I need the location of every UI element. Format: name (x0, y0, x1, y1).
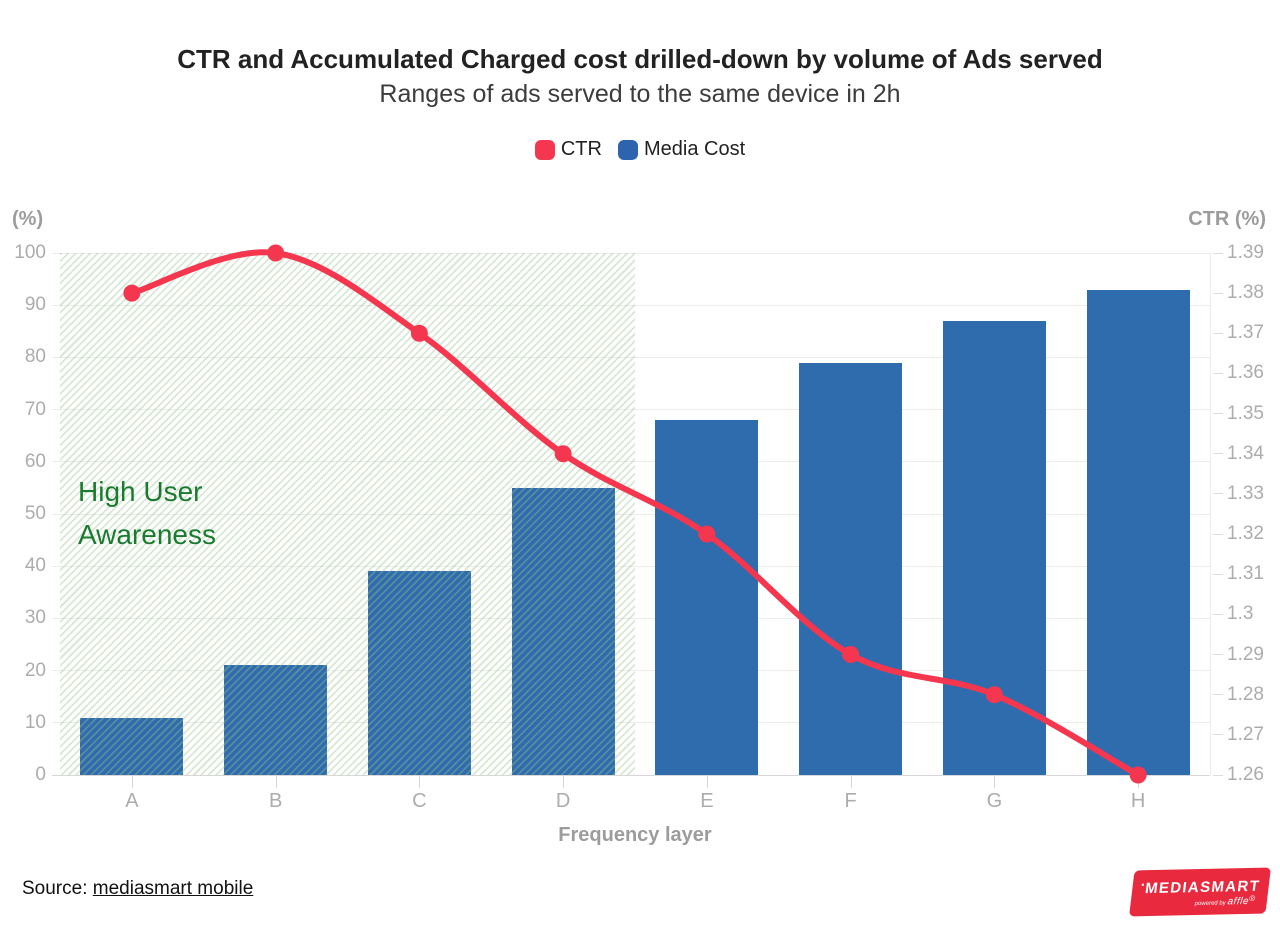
logo-subtext: powered by affle® (1194, 893, 1256, 908)
x-axis-tick (994, 776, 996, 788)
right-axis-tick-label: 1.29 (1227, 643, 1264, 665)
source-link[interactable]: mediasmart mobile (92, 878, 254, 899)
x-axis-tick (563, 776, 565, 788)
right-axis-tick (1213, 252, 1223, 254)
mediasmart-logo: ▪MEDIASMART powered by affle® (1129, 867, 1271, 917)
x-axis-tick (419, 776, 421, 788)
legend-item-media-cost: Media Cost (617, 138, 746, 161)
left-axis-tick-label: 80 (24, 346, 46, 368)
right-axis-tick-label: 1.34 (1227, 442, 1264, 464)
logo-affle-brand: affle (1226, 895, 1250, 907)
right-axis-tick-label: 1.27 (1227, 723, 1264, 745)
x-axis-tick (131, 776, 133, 788)
chart-subtitle: Ranges of ads served to the same device … (379, 80, 901, 108)
right-axis-tick (1213, 413, 1223, 415)
left-axis-tick-label: 20 (24, 659, 46, 681)
x-axis-category-label: B (268, 790, 283, 812)
right-axis-tick (1213, 613, 1223, 615)
right-axis-tick-label: 1.33 (1227, 482, 1264, 504)
left-axis-tick-label: 100 (14, 242, 46, 263)
legend: CTR Media Cost (0, 138, 1280, 161)
high-user-awareness-annotation: High User Awareness (78, 470, 216, 556)
right-axis-tick-label: 1.37 (1227, 322, 1264, 344)
left-axis-tick-label: 70 (24, 398, 46, 420)
x-axis-category-label: F (844, 790, 857, 812)
right-axis-tick (1213, 573, 1223, 575)
x-axis-category-label: G (986, 790, 1003, 812)
right-axis-tick-label: 1.28 (1227, 683, 1264, 705)
x-axis-category-label: D (555, 790, 571, 812)
x-axis-category-label: E (700, 790, 714, 812)
right-axis-tick (1213, 694, 1223, 696)
x-axis-title: Frequency layer (558, 824, 712, 846)
x-axis-category-label: A (125, 790, 139, 812)
right-axis-tick (1213, 533, 1223, 535)
left-axis-tick-label: 50 (24, 503, 46, 524)
x-axis-category-label: C (412, 790, 427, 812)
x-axis-tick (275, 776, 277, 788)
right-axis-tick-label: 1.36 (1227, 362, 1264, 384)
media-cost-bar (942, 320, 1046, 775)
media-cost-swatch-icon (617, 139, 638, 160)
ctr-swatch-icon (534, 139, 555, 160)
left-axis-tick-label: 40 (24, 555, 46, 577)
source-note: Source: mediasmart mobile (22, 878, 253, 900)
x-axis-tick (1138, 776, 1140, 788)
right-axis-tick-label: 1.38 (1227, 282, 1264, 304)
right-axis-tick (1213, 774, 1223, 776)
legend-item-ctr: CTR (534, 138, 602, 161)
right-axis-line (1210, 253, 1211, 775)
right-axis-tick (1213, 654, 1223, 656)
right-axis-title: CTR (%) (1188, 208, 1266, 230)
right-axis-tick-label: 1.3 (1227, 603, 1254, 625)
logo-registered-mark: ® (1248, 893, 1256, 903)
right-axis-tick (1213, 734, 1223, 736)
logo-powered-by: powered by (1194, 899, 1228, 907)
right-axis-tick (1213, 292, 1223, 294)
right-axis-tick-label: 1.31 (1227, 563, 1264, 585)
left-axis-tick-label: 60 (24, 450, 46, 472)
right-axis-tick-label: 1.32 (1227, 523, 1264, 545)
media-cost-bar (655, 420, 759, 775)
left-axis-tick-label: 0 (35, 764, 46, 785)
right-axis-tick (1213, 453, 1223, 455)
right-axis-tick (1213, 372, 1223, 374)
left-axis-tick-label: 10 (24, 711, 46, 733)
x-axis-category-label: H (1130, 790, 1146, 812)
legend-label-ctr: CTR (560, 138, 602, 160)
source-prefix: Source: (22, 878, 93, 899)
chart-title: CTR and Accumulated Charged cost drilled… (177, 44, 1103, 74)
media-cost-bar (1086, 289, 1190, 775)
right-axis-tick (1213, 332, 1223, 334)
x-axis-tick (850, 776, 852, 788)
right-axis-tick (1213, 493, 1223, 495)
right-axis-tick-label: 1.26 (1227, 764, 1264, 785)
legend-label-media-cost: Media Cost (643, 138, 746, 160)
annotation-line-2: Awareness (78, 519, 217, 550)
right-axis-tick-label: 1.35 (1227, 402, 1264, 424)
left-axis-tick-label: 90 (24, 294, 46, 316)
left-axis-title: (%) (12, 208, 44, 230)
x-axis-tick (706, 776, 708, 788)
media-cost-bar (799, 362, 903, 775)
logo-wordmark: ▪MEDIASMART (1140, 874, 1261, 896)
annotation-line-1: High User (78, 476, 203, 507)
right-axis-tick-label: 1.39 (1227, 242, 1264, 263)
left-axis-tick-label: 30 (24, 607, 46, 629)
